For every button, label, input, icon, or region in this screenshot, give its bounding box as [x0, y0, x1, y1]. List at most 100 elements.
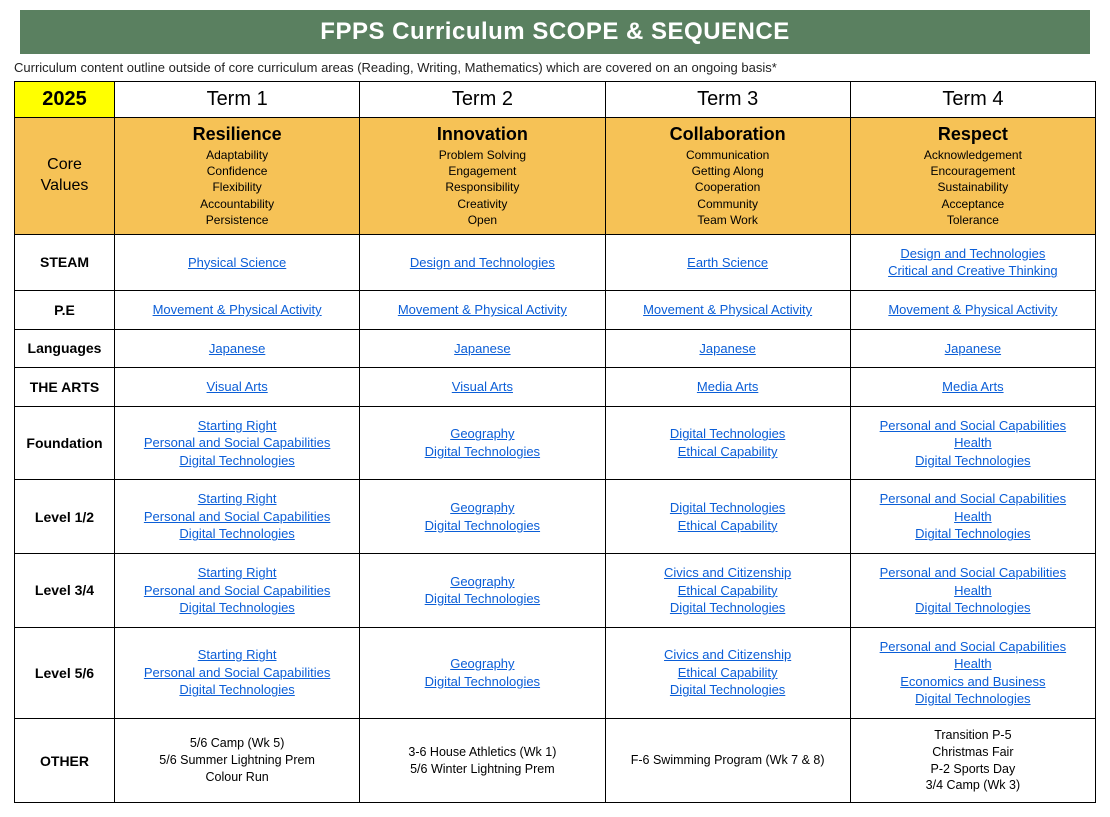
subject-link[interactable]: Health [857, 434, 1089, 452]
subject-link[interactable]: Digital Technologies [366, 673, 598, 691]
other-item: Colour Run [121, 769, 353, 786]
subject-link[interactable]: Earth Science [612, 254, 844, 272]
subject-link[interactable]: Movement & Physical Activity [612, 301, 844, 319]
subject-link[interactable]: Digital Technologies [857, 599, 1089, 617]
page-title: FPPS Curriculum SCOPE & SEQUENCE [320, 18, 789, 45]
subject-link[interactable]: Ethical Capability [612, 582, 844, 600]
subject-link[interactable]: Geography [366, 573, 598, 591]
subject-link[interactable]: Personal and Social Capabilities [121, 664, 353, 682]
other-cell: F-6 Swimming Program (Wk 7 & 8) [605, 718, 850, 803]
subject-cell: Personal and Social CapabilitiesHealthEc… [850, 627, 1095, 718]
subject-cell: Movement & Physical Activity [850, 291, 1095, 330]
subject-link[interactable]: Ethical Capability [612, 664, 844, 682]
row-label: Foundation [15, 406, 115, 480]
subject-link[interactable]: Personal and Social Capabilities [857, 417, 1089, 435]
subject-link[interactable]: Digital Technologies [857, 690, 1089, 708]
other-item: 5/6 Summer Lightning Prem [121, 752, 353, 769]
subject-cell: Physical Science [115, 234, 360, 290]
core-value-item: Sustainability [855, 179, 1091, 195]
subject-link[interactable]: Health [857, 655, 1089, 673]
subject-link[interactable]: Personal and Social Capabilities [857, 490, 1089, 508]
subject-link[interactable]: Japanese [366, 340, 598, 358]
subject-link[interactable]: Digital Technologies [121, 599, 353, 617]
subject-link[interactable]: Personal and Social Capabilities [857, 564, 1089, 582]
core-value-item: Creativity [364, 196, 600, 212]
subject-link[interactable]: Design and Technologies [366, 254, 598, 272]
subject-link[interactable]: Movement & Physical Activity [366, 301, 598, 319]
subject-link[interactable]: Personal and Social Capabilities [121, 434, 353, 452]
core-value-item: Tolerance [855, 212, 1091, 228]
subject-link[interactable]: Geography [366, 655, 598, 673]
subject-cell: Starting RightPersonal and Social Capabi… [115, 627, 360, 718]
core-values-term-3: CollaborationCommunicationGetting AlongC… [605, 118, 850, 235]
other-item: Christmas Fair [857, 744, 1089, 761]
core-value-item: Open [364, 212, 600, 228]
subject-cell: Civics and CitizenshipEthical Capability… [605, 553, 850, 627]
core-value-item: Team Work [610, 212, 846, 228]
subject-link[interactable]: Japanese [857, 340, 1089, 358]
subject-link[interactable]: Ethical Capability [612, 517, 844, 535]
term-header-2: Term 2 [360, 82, 605, 118]
subject-cell: Visual Arts [360, 368, 605, 407]
subject-link[interactable]: Visual Arts [366, 378, 598, 396]
term-header-1: Term 1 [115, 82, 360, 118]
page-title-bar: FPPS Curriculum SCOPE & SEQUENCE [20, 10, 1090, 54]
subject-link[interactable]: Health [857, 508, 1089, 526]
subject-link[interactable]: Geography [366, 425, 598, 443]
year-cell: 2025 [15, 82, 115, 118]
subject-link[interactable]: Starting Right [121, 646, 353, 664]
subject-cell: Media Arts [605, 368, 850, 407]
subject-link[interactable]: Media Arts [612, 378, 844, 396]
subject-link[interactable]: Digital Technologies [121, 452, 353, 470]
row-label: THE ARTS [15, 368, 115, 407]
subject-link[interactable]: Civics and Citizenship [612, 646, 844, 664]
term-header-3: Term 3 [605, 82, 850, 118]
subject-link[interactable]: Digital Technologies [612, 499, 844, 517]
row-label: Level 5/6 [15, 627, 115, 718]
subject-link[interactable]: Digital Technologies [121, 525, 353, 543]
subject-cell: Movement & Physical Activity [360, 291, 605, 330]
subject-link[interactable]: Personal and Social Capabilities [857, 638, 1089, 656]
subject-link[interactable]: Digital Technologies [612, 599, 844, 617]
row-label: Level 3/4 [15, 553, 115, 627]
subject-link[interactable]: Design and Technologies [857, 245, 1089, 263]
subject-link[interactable]: Physical Science [121, 254, 353, 272]
subject-cell: GeographyDigital Technologies [360, 480, 605, 554]
subject-link[interactable]: Digital Technologies [366, 590, 598, 608]
subject-link[interactable]: Digital Technologies [612, 425, 844, 443]
subject-link[interactable]: Civics and Citizenship [612, 564, 844, 582]
subject-link[interactable]: Japanese [121, 340, 353, 358]
subject-link[interactable]: Digital Technologies [857, 452, 1089, 470]
subject-cell: Starting RightPersonal and Social Capabi… [115, 406, 360, 480]
subject-link[interactable]: Japanese [612, 340, 844, 358]
subject-link[interactable]: Visual Arts [121, 378, 353, 396]
subject-link[interactable]: Health [857, 582, 1089, 600]
subject-cell: Japanese [115, 329, 360, 368]
subject-link[interactable]: Digital Technologies [366, 443, 598, 461]
subject-link[interactable]: Critical and Creative Thinking [857, 262, 1089, 280]
subject-link[interactable]: Media Arts [857, 378, 1089, 396]
subject-link[interactable]: Starting Right [121, 564, 353, 582]
subject-link[interactable]: Personal and Social Capabilities [121, 582, 353, 600]
subject-link[interactable]: Digital Technologies [366, 517, 598, 535]
subject-link[interactable]: Digital Technologies [857, 525, 1089, 543]
core-value-item: Problem Solving [364, 147, 600, 163]
subject-link[interactable]: Geography [366, 499, 598, 517]
subject-link[interactable]: Digital Technologies [121, 681, 353, 699]
subject-link[interactable]: Digital Technologies [612, 681, 844, 699]
subject-link[interactable]: Movement & Physical Activity [857, 301, 1089, 319]
subject-link[interactable]: Economics and Business [857, 673, 1089, 691]
subject-link[interactable]: Personal and Social Capabilities [121, 508, 353, 526]
core-values-label: CoreValues [15, 118, 115, 235]
subject-cell: Media Arts [850, 368, 1095, 407]
subject-link[interactable]: Ethical Capability [612, 443, 844, 461]
subject-cell: Personal and Social CapabilitiesHealthDi… [850, 553, 1095, 627]
other-item: 3-6 House Athletics (Wk 1) [366, 744, 598, 761]
subject-link[interactable]: Starting Right [121, 490, 353, 508]
core-value-title: Collaboration [610, 124, 846, 145]
row-label: Level 1/2 [15, 480, 115, 554]
subject-cell: Starting RightPersonal and Social Capabi… [115, 480, 360, 554]
subject-link[interactable]: Movement & Physical Activity [121, 301, 353, 319]
core-value-item: Persistence [119, 212, 355, 228]
subject-link[interactable]: Starting Right [121, 417, 353, 435]
